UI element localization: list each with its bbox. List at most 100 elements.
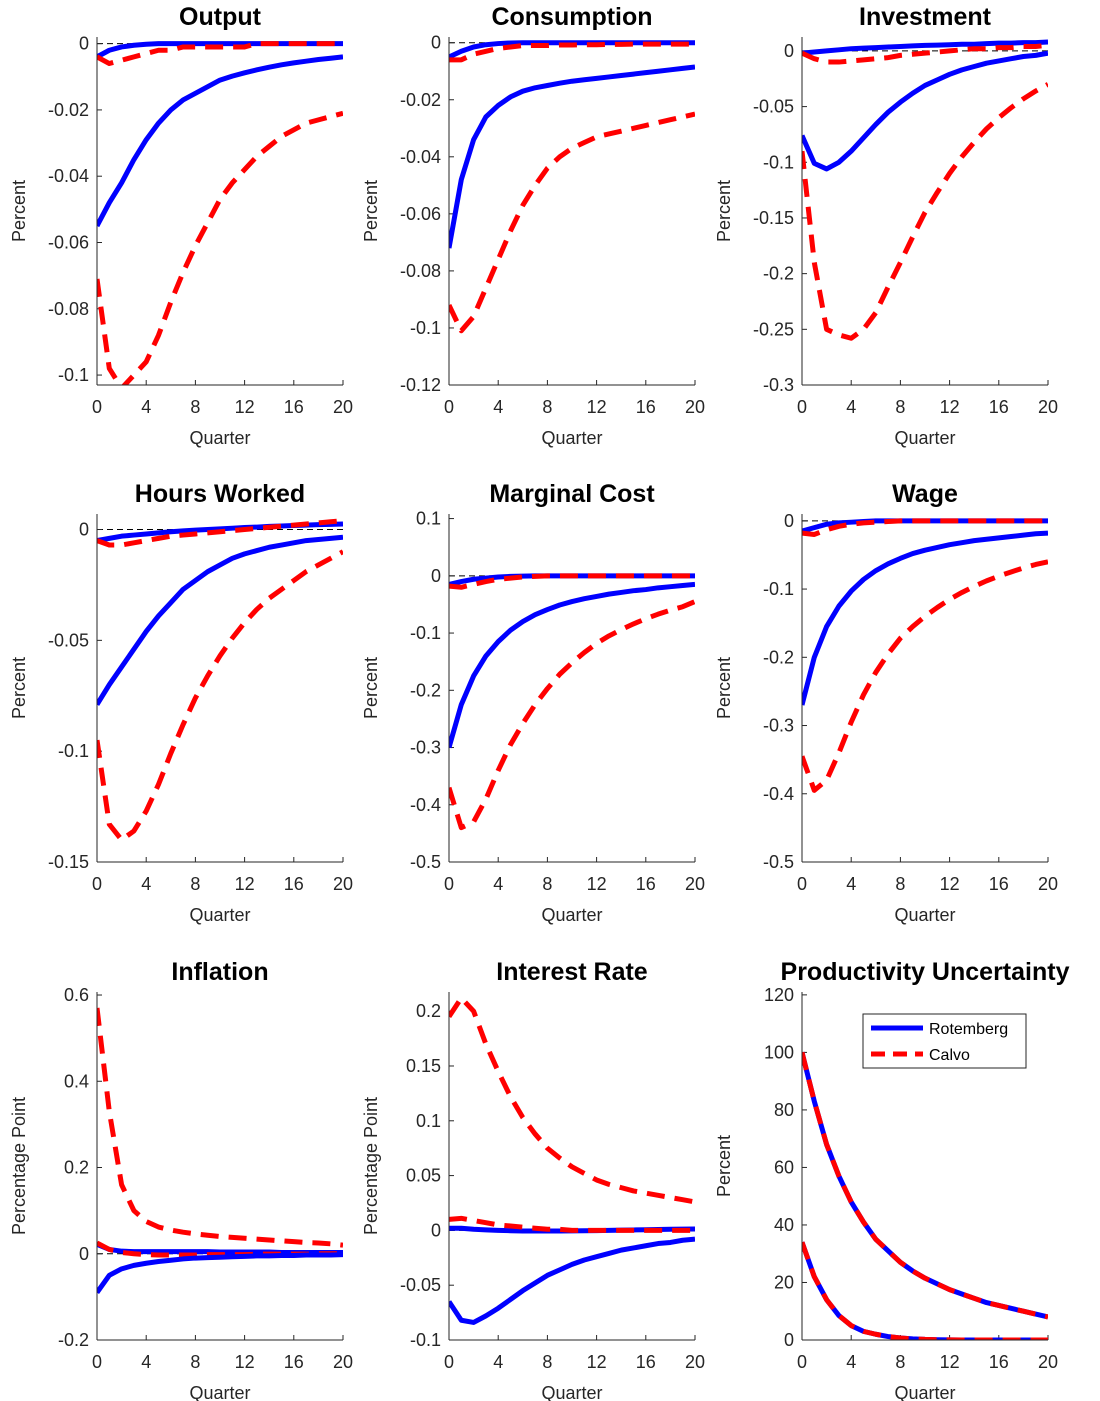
panel-title: Marginal Cost [489, 480, 655, 508]
series-line [97, 1241, 343, 1255]
x-tick-label: 16 [284, 397, 304, 417]
series-line [97, 518, 343, 548]
series-line [802, 42, 1048, 65]
x-tick-label: 4 [493, 874, 503, 894]
x-tick-label: 0 [797, 874, 807, 894]
legend-label: Calvo [929, 1047, 970, 1064]
x-tick-label: 0 [444, 397, 454, 417]
x-tick-label: 8 [190, 1352, 200, 1372]
y-tick-label: -0.3 [763, 716, 794, 736]
x-axis-label: Quarter [541, 428, 602, 448]
panel: Interest Rate Quarter Percentage Point 0 4 8 1… [361, 958, 705, 1401]
x-axis-label: Quarter [541, 1383, 602, 1401]
x-tick-label: 8 [895, 874, 905, 894]
x-axis-label: Quarter [189, 905, 250, 925]
y-tick-label: 0 [431, 1220, 441, 1240]
x-tick-label: 4 [846, 1352, 856, 1372]
y-tick-label: -0.1 [410, 318, 441, 338]
y-tick-label: -0.15 [48, 852, 89, 872]
y-tick-label: -0.3 [763, 375, 794, 395]
x-tick-label: 0 [444, 874, 454, 894]
series-line [97, 1007, 343, 1248]
y-tick-label: -0.04 [400, 147, 441, 167]
x-tick-label: 12 [235, 1352, 255, 1372]
series-line [97, 549, 343, 843]
x-tick-label: 20 [685, 1352, 705, 1372]
series-line [449, 111, 695, 334]
y-tick-label: -0.06 [48, 232, 89, 252]
y-axis-label: Percent [714, 657, 734, 719]
plot-lines [97, 1007, 343, 1295]
y-tick-label: -0.08 [400, 261, 441, 281]
y-tick-label: 0.15 [406, 1056, 441, 1076]
y-tick-label: -0.1 [763, 152, 794, 172]
y-tick-label: -0.4 [763, 784, 794, 804]
panel-title: Interest Rate [496, 958, 648, 986]
y-axis-label: Percent [9, 180, 29, 242]
y-tick-label: 0.2 [416, 1001, 441, 1021]
x-tick-label: 8 [542, 874, 552, 894]
y-tick-label: -0.1 [763, 579, 794, 599]
x-axis-label: Quarter [541, 905, 602, 925]
series-line [802, 530, 1048, 706]
y-tick-label: 0.1 [416, 1111, 441, 1131]
y-axis-label: Percent [9, 657, 29, 719]
series-line [802, 1051, 1048, 1320]
x-tick-label: 0 [92, 874, 102, 894]
y-tick-label: 0 [79, 520, 89, 540]
y-tick-label: -0.12 [400, 375, 441, 395]
y-tick-label: -0.05 [48, 630, 89, 650]
series-line [802, 559, 1048, 793]
series-line [449, 1236, 695, 1325]
x-tick-label: 0 [444, 1352, 454, 1372]
panel: Output Quarter Percent 0 4 8 12 16 20 -0.1 -0.08 -0… [9, 3, 353, 448]
series-line [449, 581, 695, 749]
x-tick-label: 16 [636, 397, 656, 417]
plot-lines [449, 40, 695, 334]
x-tick-label: 4 [493, 397, 503, 417]
x-tick-label: 4 [141, 397, 151, 417]
x-tick-label: 4 [493, 1352, 503, 1372]
x-tick-label: 16 [284, 1352, 304, 1372]
y-tick-label: -0.1 [58, 741, 89, 761]
x-axis-label: Quarter [894, 905, 955, 925]
x-tick-label: 20 [1038, 397, 1058, 417]
x-tick-label: 4 [141, 1352, 151, 1372]
y-tick-label: -0.4 [410, 795, 441, 815]
plot-lines [97, 518, 343, 843]
x-axis-label: Quarter [189, 428, 250, 448]
series-line [449, 64, 695, 249]
y-tick-label: 0.2 [64, 1158, 89, 1178]
y-tick-label: 0 [784, 1330, 794, 1350]
y-tick-label: 0 [784, 41, 794, 61]
y-tick-label: 40 [774, 1215, 794, 1235]
y-tick-label: 0.05 [406, 1166, 441, 1186]
y-tick-label: -0.05 [400, 1275, 441, 1295]
series-line [97, 54, 343, 228]
y-tick-label: 0.4 [64, 1071, 89, 1091]
x-tick-label: 20 [333, 874, 353, 894]
y-tick-label: -0.04 [48, 166, 89, 186]
x-tick-label: 16 [989, 874, 1009, 894]
x-tick-label: 12 [587, 397, 607, 417]
y-tick-label: -0.02 [48, 100, 89, 120]
y-tick-label: 20 [774, 1272, 794, 1292]
x-tick-label: 16 [636, 1352, 656, 1372]
panel-title: Investment [859, 3, 992, 31]
x-axis-label: Quarter [894, 1383, 955, 1401]
x-tick-label: 8 [542, 397, 552, 417]
panel: Consumption Quarter Percent 0 4 8 12 16 20 -0.12 -… [361, 3, 705, 448]
y-tick-label: -0.2 [410, 680, 441, 700]
plot-lines [802, 518, 1048, 793]
plot-lines [802, 39, 1048, 341]
panel-title: Inflation [171, 958, 268, 986]
panel: Investment Quarter Percent 0 4 8 12 16 20 -0.3 -0.… [714, 3, 1058, 448]
series-line [97, 1252, 343, 1295]
y-tick-label: -0.1 [410, 1330, 441, 1350]
y-tick-label: 120 [764, 985, 794, 1005]
y-tick-label: 0 [431, 33, 441, 53]
y-tick-label: 100 [764, 1042, 794, 1062]
plot-lines [802, 1051, 1048, 1340]
y-tick-label: -0.05 [753, 97, 794, 117]
plot-lines [449, 573, 695, 831]
